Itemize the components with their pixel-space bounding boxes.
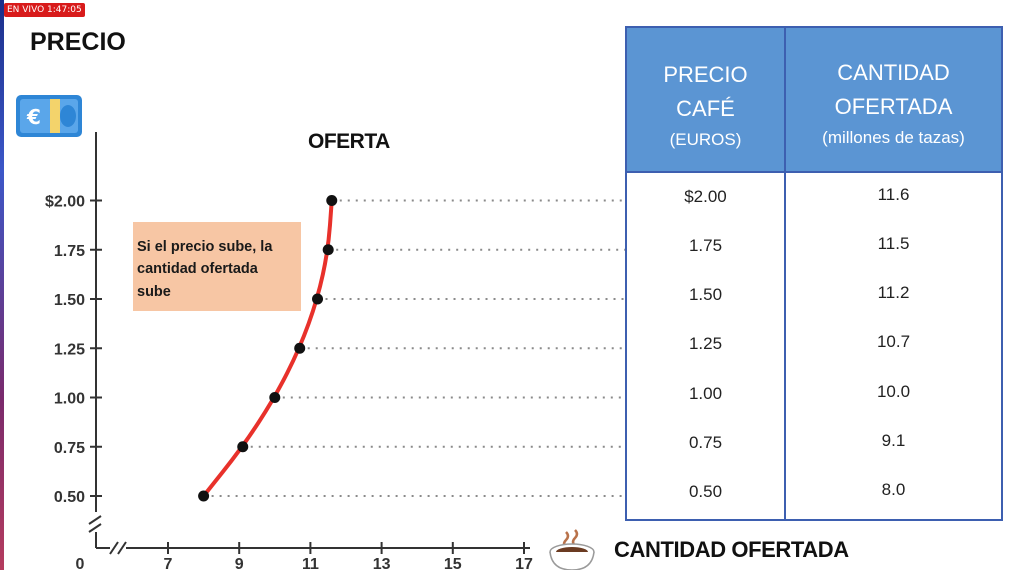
data-point bbox=[326, 195, 338, 206]
y-tick-label: 0.75 bbox=[54, 440, 85, 457]
table-cell-quantity: 8.0 bbox=[881, 480, 906, 499]
table-cell-quantity: 10.7 bbox=[876, 332, 911, 352]
table-cell-quantity: 11.2 bbox=[877, 283, 910, 302]
data-point bbox=[312, 293, 324, 305]
y-tick-label: 1.25 bbox=[54, 341, 85, 358]
header-price-unit: (EUROS) bbox=[669, 130, 742, 149]
column-divider bbox=[784, 28, 786, 519]
table-header: PRECIO CAFÉ (EUROS) CANTIDAD OFERTADA (m… bbox=[627, 28, 1001, 173]
data-point bbox=[269, 392, 281, 403]
annotation-box: Si el precio sube, la cantidad ofertada … bbox=[133, 222, 301, 311]
table-cell-price: 1.75 bbox=[688, 235, 723, 255]
window-edge bbox=[0, 0, 4, 570]
y-tick-label: $2.00 bbox=[45, 194, 85, 211]
chart-title: OFERTA bbox=[308, 130, 390, 153]
table-cell-price: $2.00 bbox=[684, 186, 727, 206]
x-tick-label: 11 bbox=[302, 556, 319, 570]
data-point bbox=[294, 342, 306, 354]
x-tick-label: 7 bbox=[164, 556, 173, 570]
y-axis-title: PRECIO bbox=[30, 28, 126, 56]
header-price-title: PRECIO CAFÉ bbox=[663, 62, 748, 121]
x-tick-label: 15 bbox=[444, 556, 462, 570]
header-quantity-title: CANTIDAD OFERTADA bbox=[834, 60, 953, 119]
data-point bbox=[198, 490, 210, 502]
header-quantity-unit: (millones de tazas) bbox=[822, 128, 965, 147]
euro-banknote-icon: € bbox=[16, 95, 82, 137]
table-cell-price: 1.25 bbox=[688, 334, 723, 354]
data-point bbox=[322, 244, 334, 256]
header-price: PRECIO CAFÉ (EUROS) bbox=[627, 28, 784, 171]
x-tick-label: 13 bbox=[373, 556, 391, 570]
supply-table: PRECIO CAFÉ (EUROS) CANTIDAD OFERTADA (m… bbox=[625, 26, 1003, 521]
x-axis-title: CANTIDAD OFERTADA bbox=[614, 537, 849, 562]
header-quantity: CANTIDAD OFERTADA (millones de tazas) bbox=[786, 28, 1001, 171]
table-cell-price: 0.75 bbox=[688, 432, 723, 452]
y-axis-break bbox=[88, 515, 102, 533]
x-axis-break bbox=[109, 541, 127, 555]
y-tick-label: 1.75 bbox=[54, 243, 85, 260]
y-tick-label: 1.00 bbox=[54, 391, 85, 408]
svg-text:€: € bbox=[26, 105, 41, 129]
table-cell-quantity: 11.6 bbox=[877, 184, 910, 204]
coffee-cup-icon bbox=[549, 529, 595, 570]
table-cell-price: 1.50 bbox=[688, 285, 723, 304]
table-cell-price: 0.50 bbox=[688, 482, 723, 501]
x-origin-label: 0 bbox=[76, 556, 85, 570]
y-tick-label: 1.50 bbox=[54, 292, 85, 309]
table-cell-quantity: 11.5 bbox=[877, 233, 910, 253]
x-tick-label: 9 bbox=[235, 556, 244, 570]
table-cell-quantity: 9.1 bbox=[881, 430, 906, 450]
table-cell-price: 1.00 bbox=[688, 383, 723, 403]
y-tick-label: 0.50 bbox=[54, 489, 85, 506]
live-badge: EN VIVO 1:47:05 bbox=[4, 3, 85, 17]
data-point bbox=[237, 441, 249, 453]
table-cell-quantity: 10.0 bbox=[876, 381, 911, 401]
x-tick-label: 17 bbox=[515, 556, 533, 570]
